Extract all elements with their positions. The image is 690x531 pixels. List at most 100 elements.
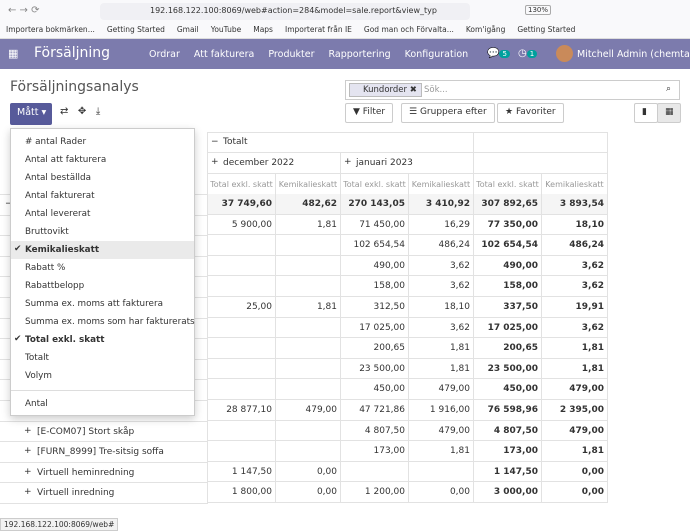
value-cell[interactable]: 173,00 [340,441,409,462]
value-cell[interactable]: 3,62 [408,256,474,277]
value-cell[interactable]: 479,00 [408,379,474,400]
value-cell[interactable] [275,276,341,297]
value-cell[interactable]: 479,00 [541,421,608,442]
value-cell[interactable]: 1 800,00 [207,482,276,503]
value-cell[interactable]: 479,00 [408,421,474,442]
value-cell[interactable]: 486,24 [541,235,608,256]
month-header[interactable]: januari 2023 [356,158,413,168]
value-cell[interactable] [275,318,341,339]
value-cell[interactable] [275,338,341,359]
menu-item[interactable]: Antal beställda [11,169,194,187]
value-cell[interactable] [207,359,276,380]
value-cell[interactable]: 1,81 [408,441,474,462]
value-cell[interactable]: 3,62 [408,276,474,297]
value-cell[interactable]: 3 893,54 [541,194,608,215]
value-cell[interactable]: 0,00 [408,482,474,503]
value-cell[interactable]: 16,29 [408,215,474,236]
bookmark[interactable]: Getting Started [517,25,575,34]
bookmark[interactable]: Importera bokmärken... [6,25,95,34]
favorites-button[interactable]: ★ Favoriter [497,103,564,123]
value-cell[interactable]: 270 143,05 [340,194,409,215]
value-cell[interactable]: 173,00 [473,441,542,462]
value-cell[interactable]: 479,00 [541,379,608,400]
menu-item[interactable]: Konfiguration [405,49,469,60]
value-cell[interactable]: 71 450,00 [340,215,409,236]
value-cell[interactable]: 158,00 [473,276,542,297]
value-cell[interactable] [207,441,276,462]
value-cell[interactable]: 3,62 [541,256,608,277]
measures-button[interactable]: Mått ▾ [10,103,52,125]
zoom[interactable]: 130% [525,5,551,15]
menu-item[interactable]: Antal fakturerat [11,187,194,205]
value-cell[interactable]: 3 410,92 [408,194,474,215]
value-cell[interactable]: 77 350,00 [473,215,542,236]
avatar[interactable] [556,45,573,62]
menu-item[interactable]: Rabattbelopp [11,277,194,295]
value-cell[interactable]: 17 025,00 [340,318,409,339]
apps-icon[interactable]: ▦ [8,47,18,60]
value-cell[interactable]: 47 721,86 [340,400,409,421]
value-cell[interactable]: 1,81 [408,338,474,359]
menu-item[interactable]: ✔Total exkl. skatt [11,331,194,349]
value-cell[interactable]: 312,50 [340,297,409,318]
value-cell[interactable] [275,256,341,277]
value-cell[interactable]: 200,65 [473,338,542,359]
bookmark[interactable]: Gmail [177,25,199,34]
nav-arrows[interactable]: ← → ⟳ [8,5,40,16]
value-cell[interactable]: 4 807,50 [340,421,409,442]
menu-item[interactable]: Antal [11,395,194,413]
value-cell[interactable]: 1,81 [541,359,608,380]
value-cell[interactable] [275,421,341,442]
row-label[interactable]: [E-COM07] Stort skåp [37,427,134,437]
value-cell[interactable]: 482,62 [275,194,341,215]
value-cell[interactable]: 337,50 [473,297,542,318]
value-cell[interactable]: 2 395,00 [541,400,608,421]
value-cell[interactable] [207,421,276,442]
value-cell[interactable]: 479,00 [275,400,341,421]
value-cell[interactable] [207,276,276,297]
pivot-tools[interactable]: ⇄ ✥ ⤓ [60,106,100,117]
menu-item[interactable]: Att fakturera [194,49,254,60]
value-cell[interactable]: 3,62 [408,318,474,339]
value-cell[interactable] [275,235,341,256]
bookmark[interactable]: God man och Förvalta... [364,25,454,34]
value-cell[interactable]: 0,00 [275,482,341,503]
value-cell[interactable] [275,441,341,462]
value-cell[interactable] [275,379,341,400]
search-box[interactable]: Kundorder ✖ Sök... ⌕ [345,80,680,100]
bookmark[interactable]: Maps [253,25,273,34]
value-cell[interactable]: 1,81 [408,359,474,380]
value-cell[interactable]: 0,00 [541,462,608,483]
value-cell[interactable]: 23 500,00 [340,359,409,380]
value-cell[interactable]: 3 000,00 [473,482,542,503]
value-cell[interactable] [275,359,341,380]
value-cell[interactable]: 307 892,65 [473,194,542,215]
value-cell[interactable]: 102 654,54 [340,235,409,256]
value-cell[interactable]: 490,00 [473,256,542,277]
menu-item[interactable]: Rapportering [328,49,390,60]
bookmark[interactable]: Getting Started [107,25,165,34]
pivot-view[interactable]: ▦ [657,103,681,123]
user[interactable]: Mitchell Admin (chemtax) [577,49,690,60]
value-cell[interactable]: 1 147,50 [207,462,276,483]
value-cell[interactable]: 450,00 [340,379,409,400]
value-cell[interactable]: 0,00 [541,482,608,503]
value-cell[interactable] [340,462,409,483]
value-cell[interactable] [207,379,276,400]
activity-icon[interactable]: ◷1 [518,48,537,59]
bookmark[interactable]: YouTube [211,25,242,34]
value-cell[interactable]: 18,10 [408,297,474,318]
menu-item[interactable]: Antal levererat [11,205,194,223]
menu-item[interactable]: ✔Kemikalieskatt [11,241,194,259]
url-bar[interactable]: 192.168.122.100:8069/web#action=284&mode… [100,3,470,20]
value-cell[interactable]: 1 916,00 [408,400,474,421]
value-cell[interactable]: 37 749,60 [207,194,276,215]
value-cell[interactable] [207,318,276,339]
menu-item[interactable]: Ordrar [149,49,180,60]
value-cell[interactable] [207,256,276,277]
value-cell[interactable]: 200,65 [340,338,409,359]
value-cell[interactable]: 158,00 [340,276,409,297]
value-cell[interactable]: 5 900,00 [207,215,276,236]
filter-button[interactable]: ▼ Filter [345,103,393,123]
menu-item[interactable]: Produkter [268,49,314,60]
